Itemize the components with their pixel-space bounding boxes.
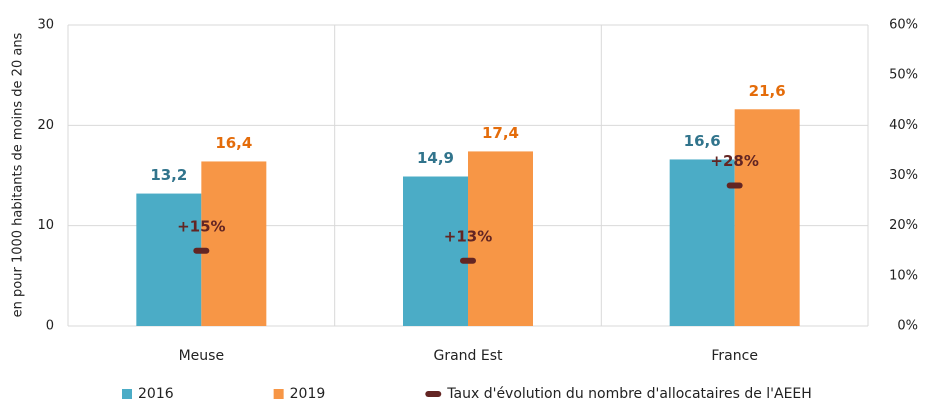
y-axis-label: en pour 1000 habitants de moins de 20 an… (11, 32, 26, 317)
bar (734, 109, 800, 326)
y-tick-label: 20 (37, 118, 54, 133)
bar-value-label: 16,6 (684, 132, 721, 150)
bar (201, 161, 267, 326)
y2-tick-label: 50% (889, 68, 918, 83)
y2-tick-label: 20% (889, 218, 918, 233)
rate-label: +28% (710, 152, 758, 170)
rate-marker (460, 257, 476, 264)
bar-value-label: 13,2 (150, 166, 187, 184)
bar-value-label: 16,4 (215, 134, 252, 152)
y2-tick-label: 30% (889, 168, 918, 183)
x-tick-label: Meuse (179, 348, 224, 364)
legend-swatch (273, 389, 284, 399)
y2-tick-label: 0% (897, 319, 918, 334)
rate-marker (193, 247, 210, 254)
bar-value-label: 17,4 (482, 124, 519, 142)
bar-value-label: 14,9 (417, 149, 454, 167)
legend-swatch (425, 391, 442, 397)
bar (403, 176, 468, 326)
y2-tick-label: 40% (889, 118, 918, 133)
legend-label: Taux d'évolution du nombre d'allocataire… (446, 386, 812, 402)
rate-marker (726, 182, 743, 189)
y-tick-label: 30 (37, 18, 54, 33)
y2-tick-label: 60% (889, 18, 918, 33)
bar-value-label: 21,6 (749, 82, 786, 100)
bar (136, 193, 202, 326)
x-tick-label: Grand Est (433, 348, 503, 364)
y2-tick-label: 10% (889, 268, 918, 283)
rate-label: +15% (177, 217, 225, 235)
legend-swatch (122, 389, 132, 399)
y-tick-label: 10 (37, 218, 54, 233)
y-tick-label: 0 (46, 319, 54, 334)
legend-label: 2019 (290, 386, 326, 402)
x-tick-label: France (711, 348, 758, 364)
bar (669, 159, 735, 326)
bar (468, 151, 533, 326)
rate-label: +13% (444, 227, 492, 245)
legend-label: 2016 (138, 386, 174, 402)
